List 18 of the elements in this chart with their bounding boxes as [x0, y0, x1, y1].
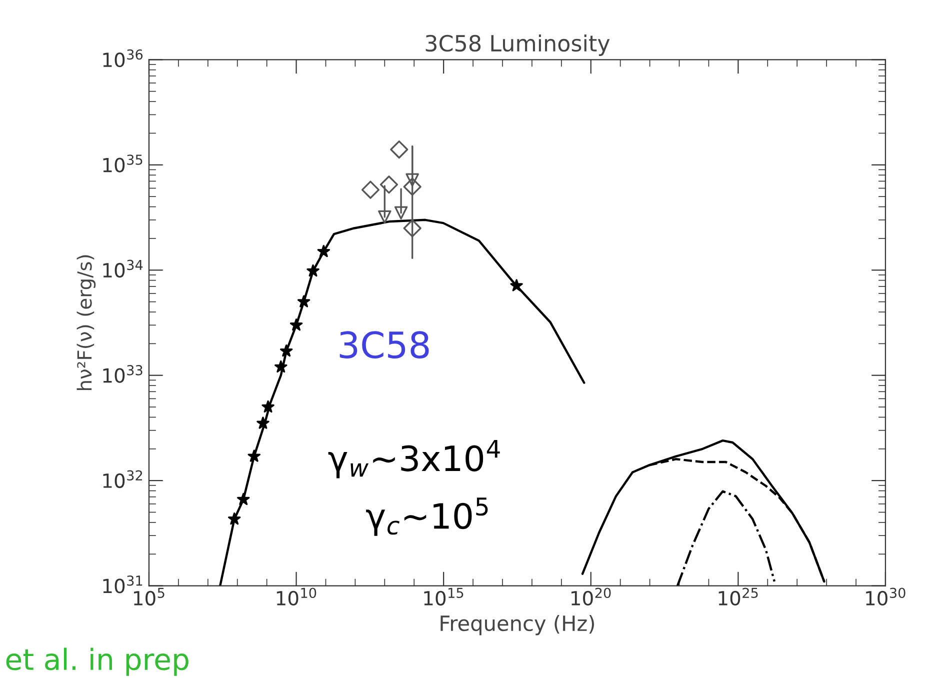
x-tick-label: 10$^{20}$: [572, 588, 611, 606]
y-tick-label: 10$^{36}$: [103, 49, 143, 68]
text: et al. in prep: [6, 648, 188, 676]
y-tick-label: 10$^{34}$: [103, 260, 143, 278]
x-tick-label: 10$^{10}$: [276, 588, 316, 606]
annotation: 3C58: [340, 331, 429, 358]
x-tick-label: 10$^{25}$: [718, 588, 758, 606]
annotation: γ$_{c}$~10$^{5}$: [366, 498, 488, 536]
x-tick-label: 10$^{15}$: [424, 588, 464, 606]
chart-title: 3C58 Luminosity: [426, 34, 610, 56]
x-tick-label: 10$^{5}$: [134, 588, 164, 606]
y-tick-label: 10$^{32}$: [103, 470, 142, 488]
annotation: γ$_{w}$~3x10$^{4}$: [328, 440, 500, 478]
x-tick-label: 10$^{30}$: [866, 588, 906, 606]
y-tick-label: 10$^{33}$: [103, 365, 142, 383]
x-axis-title: Frequency (Hz): [440, 615, 594, 636]
y-axis-title: hν²F(ν) (erg/s): [76, 255, 96, 390]
y-tick-label: 10$^{35}$: [103, 154, 142, 172]
